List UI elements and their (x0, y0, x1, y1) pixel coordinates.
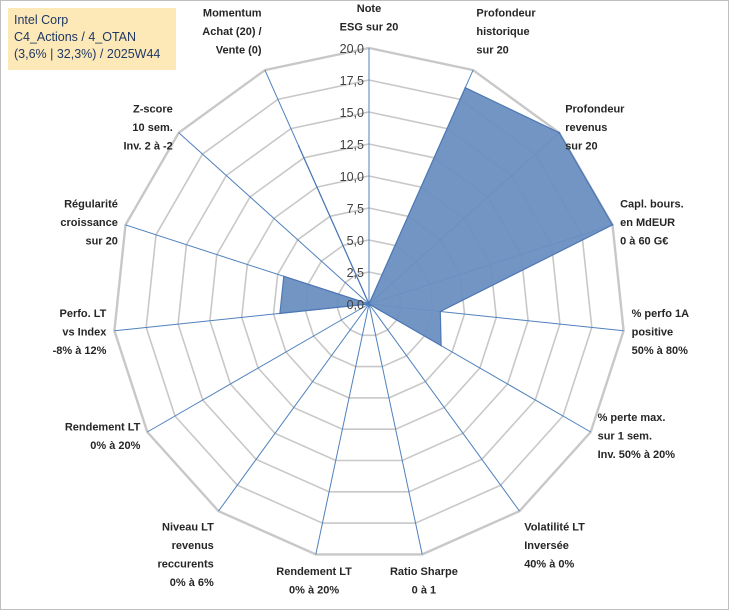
series-point (558, 131, 560, 134)
axis-label-line: historique (476, 26, 529, 38)
info-box: Intel Corp C4_Actions / 4_OTAN (3,6% | 3… (8, 8, 176, 70)
axis-label-line: Achat (20) / (202, 26, 261, 38)
axis-label: Rendement LT 0% à 20% (65, 422, 141, 453)
series-point (297, 145, 300, 147)
axis-label-line: revenus (565, 122, 607, 134)
axis-label-line: 0% à 20% (90, 440, 140, 452)
radar-series (279, 86, 614, 347)
axis-label-line: 40% à 0% (524, 559, 574, 571)
axis-label-line: 0 à 1 (412, 585, 436, 597)
axis-spoke (368, 303, 520, 512)
axis-label-line: reccurents (158, 559, 214, 571)
axis-label: Régularité croissance sur 20 (60, 199, 117, 248)
axis-label-line: Perfo. LT (60, 308, 107, 320)
axis-label-line: positive (632, 326, 674, 338)
axis-label-line: 50% à 80% (632, 345, 688, 357)
info-portfolio: C4_Actions / 4_OTAN (14, 30, 137, 44)
axis-label-line: en MdEUR (620, 217, 675, 229)
axis-spoke (178, 132, 370, 305)
tick-label: 12,5 (340, 138, 364, 152)
axis-label-line: ESG sur 20 (340, 22, 399, 34)
axis-label-line: Capl. bours. (620, 199, 684, 211)
axis-label-line: Z-score (133, 104, 173, 116)
axis-label-line: % perte max. (598, 412, 666, 424)
axis-label: Perfo. LT vs Index -8% à 12% (53, 308, 108, 357)
axis-spoke (315, 303, 370, 555)
axis-label: Profondeur historique sur 20 (476, 7, 536, 56)
axis-label: Momentum Achat (20) / Vente (0) (202, 7, 262, 56)
axis-label-line: Inv. 50% à 20% (598, 449, 676, 461)
axis-label: Volatilité LT Inversée 40% à 0% (524, 522, 585, 571)
axis-label-line: sur 20 (85, 236, 117, 248)
axis-label-line: Profondeur (565, 104, 625, 116)
axis-label-line: Rendement LT (276, 566, 352, 578)
series-point (464, 86, 467, 89)
axis-label: Ratio Sharpe 0 à 1 (390, 566, 458, 597)
series-point (439, 310, 442, 313)
axis-spoke (147, 303, 370, 433)
axis-label-line: Inv. 2 à -2 (123, 141, 172, 153)
axis-label-line: croissance (60, 217, 117, 229)
axis-spoke (368, 303, 423, 555)
tick-label: 5,0 (347, 234, 364, 248)
axis-label-line: vs Index (62, 326, 107, 338)
axis-spoke (218, 303, 370, 512)
axis-label-line: % perfo 1A (632, 308, 690, 320)
axis-label-line: Rendement LT (65, 422, 141, 434)
axis-label-line: Profondeur (476, 7, 536, 19)
axis-label-line: Ratio Sharpe (390, 566, 458, 578)
axis-label-line: sur 1 sem. (598, 431, 652, 443)
axis-label: Capl. bours. en MdEUR 0 à 60 G€ (620, 199, 684, 248)
series-point (440, 344, 442, 347)
axis-label-line: Note (357, 3, 381, 15)
series-point (283, 275, 285, 278)
axis-label: % perfo 1A positive 50% à 80% (632, 308, 690, 357)
axis-label-line: Volatilité LT (524, 522, 585, 534)
axis-label-line: 0% à 6% (170, 577, 214, 589)
tick-label: 10,0 (340, 170, 364, 184)
axis-label-line: 0 à 60 G€ (620, 236, 668, 248)
info-company: Intel Corp (14, 13, 69, 27)
axis-label-line: Momentum (203, 7, 262, 19)
series-point (368, 303, 370, 305)
axis-label-line: 0% à 20% (289, 585, 339, 597)
axis-label-line: sur 20 (476, 44, 508, 56)
axis-label: Rendement LT 0% à 20% (276, 566, 352, 597)
series-point (279, 312, 281, 315)
tick-label: 20,0 (340, 42, 364, 56)
axis-label: Profondeur revenus sur 20 (565, 104, 625, 153)
axis-label: Z-score 10 sem. Inv. 2 à -2 (123, 104, 172, 153)
axis-label-line: sur 20 (565, 141, 597, 153)
tick-label: 0,0 (347, 298, 364, 312)
axis-label-line: Vente (0) (216, 44, 262, 56)
tick-label: 15,0 (340, 106, 364, 120)
series-area (279, 86, 614, 347)
axis-label-line: -8% à 12% (53, 345, 107, 357)
axis-label-line: 10 sem. (132, 122, 172, 134)
tick-label: 2,5 (347, 266, 364, 280)
series-point (611, 224, 614, 226)
axis-label: % perte max. sur 1 sem. Inv. 50% à 20% (598, 412, 676, 461)
info-stats: (3,6% | 32,3%) / 2025W44 (14, 47, 161, 61)
axis-label-line: revenus (172, 540, 214, 552)
axis-label: Niveau LT revenus reccurents 0% à 6% (158, 522, 215, 590)
axis-label: Note ESG sur 20 (340, 3, 399, 34)
axis-label-line: Niveau LT (162, 522, 214, 534)
tick-label: 17,5 (340, 74, 364, 88)
axis-label-line: Inversée (524, 540, 569, 552)
axis-label-line: Régularité (64, 199, 118, 211)
radar-axis-labels: Note ESG sur 20 Profondeur historique sur 20… (53, 3, 690, 597)
tick-label: 7,5 (347, 202, 364, 216)
radar-tick-labels: 0,0 2,5 5,0 7,5 10,0 12,5 15,0 17,5 20,0 (340, 42, 364, 312)
